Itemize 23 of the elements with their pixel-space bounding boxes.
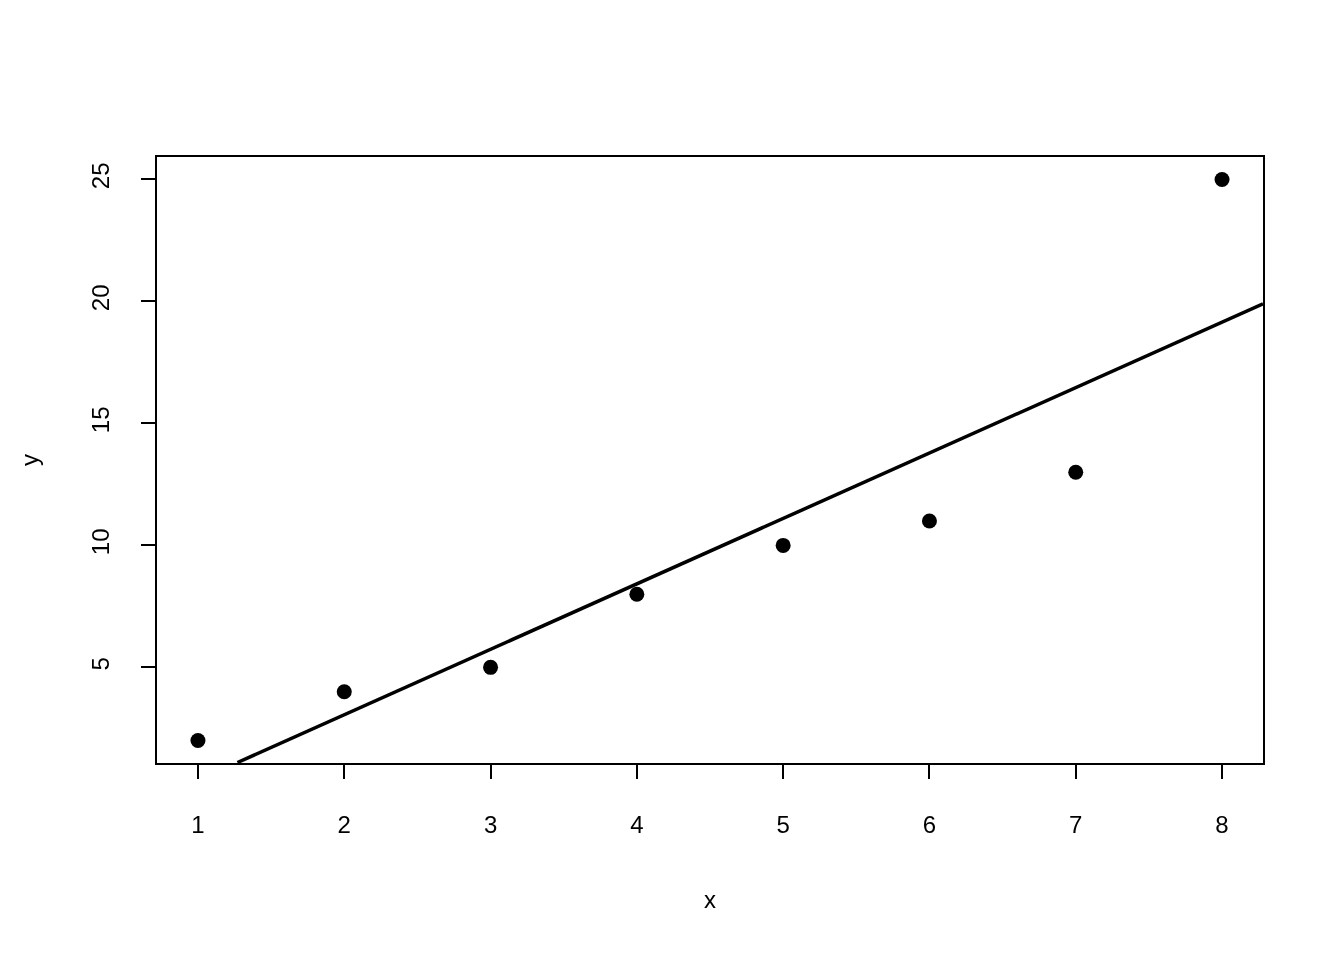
y-tick-label: 10 [86,528,114,556]
point [921,513,937,529]
x-tick-label: 6 [922,810,937,838]
x-tick-label: 1 [191,810,205,838]
x-tick-label: 4 [630,810,644,838]
y-tick-label: 25 [86,162,114,190]
y-tick-label: 20 [86,284,114,312]
point [775,537,791,553]
point [629,586,645,602]
x-tick-label: 8 [1215,810,1229,838]
x-tick-label: 5 [776,810,790,838]
y-axis-title: y [16,454,44,466]
x-axis-title: x [704,886,716,914]
x-tick-label: 2 [337,810,351,838]
point [483,659,499,675]
point [1068,464,1084,480]
x-tick-label: 3 [483,810,498,838]
point [336,684,352,700]
x-tick-label: 7 [1069,810,1083,838]
point [190,733,206,749]
point [1214,171,1230,187]
y-tick-label: 5 [86,657,114,671]
y-tick-label: 15 [86,406,114,434]
